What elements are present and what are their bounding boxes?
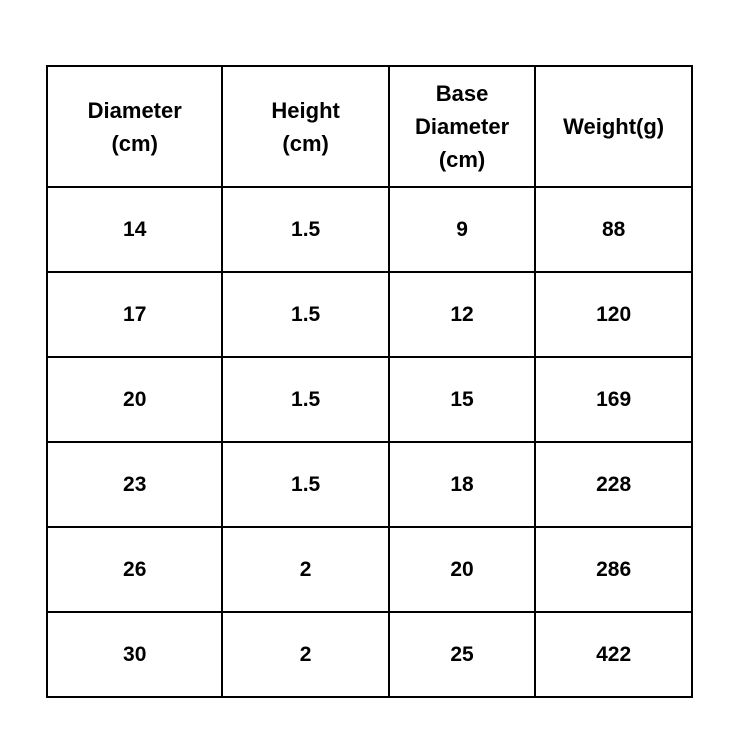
column-header-line: Diameter xyxy=(87,97,182,123)
table-cell: 12 xyxy=(387,271,537,358)
table-cell: 169 xyxy=(534,356,693,443)
table-row: 17 1.5 12 120 xyxy=(45,271,693,358)
table-cell: 20 xyxy=(387,526,537,613)
table-cell: 2 xyxy=(221,526,390,613)
table-cell: 422 xyxy=(534,611,693,698)
table-cell: 228 xyxy=(534,441,693,528)
table-cell: 15 xyxy=(387,356,537,443)
header-row: Diameter (cm) Height (cm) Base Diameter (cm) We… xyxy=(45,65,693,188)
column-header-line: Diameter xyxy=(414,114,510,139)
table-cell: 18 xyxy=(387,441,537,528)
table-cell: 14 xyxy=(45,186,224,273)
table-row: 30 2 25 422 xyxy=(45,611,693,698)
table-cell: 286 xyxy=(534,526,693,613)
table-cell: 20 xyxy=(45,356,224,443)
table-cell: 30 xyxy=(45,611,224,698)
table-cell: 26 xyxy=(45,526,224,613)
column-header: Weight(g) xyxy=(534,65,693,188)
table-cell: 2 xyxy=(221,611,390,698)
column-header: Diameter (cm) xyxy=(45,65,224,188)
spec-table-header: Diameter (cm) Height (cm) Base Diameter (cm) We… xyxy=(45,65,693,188)
column-header-line: Base xyxy=(435,81,489,106)
table-cell: 9 xyxy=(387,186,537,273)
spec-table: Diameter (cm) Height (cm) Base Diameter (cm) We… xyxy=(45,65,693,698)
column-header-line: Height xyxy=(271,97,340,123)
table-row: 20 1.5 15 169 xyxy=(45,356,693,443)
table-cell: 88 xyxy=(534,186,693,273)
table-cell: 25 xyxy=(387,611,537,698)
spec-table-body: 14 1.5 9 88 17 1.5 12 120 20 1.5 15 169 23 1.5 18 228 26… xyxy=(45,186,693,698)
column-header: Height (cm) xyxy=(221,65,390,188)
table-cell: 120 xyxy=(534,271,693,358)
column-header-line: (cm) xyxy=(438,147,486,172)
column-header-line: (cm) xyxy=(111,130,158,156)
column-header: Base Diameter (cm) xyxy=(387,65,537,188)
table-cell: 1.5 xyxy=(221,441,390,528)
table-cell: 1.5 xyxy=(221,186,390,273)
column-header-line: (cm) xyxy=(282,130,329,156)
table-row: 26 2 20 286 xyxy=(45,526,693,613)
table-cell: 23 xyxy=(45,441,224,528)
column-header-line: Weight(g) xyxy=(563,114,665,139)
table-cell: 1.5 xyxy=(221,271,390,358)
table-row: 23 1.5 18 228 xyxy=(45,441,693,528)
table-cell: 17 xyxy=(45,271,224,358)
table-row: 14 1.5 9 88 xyxy=(45,186,693,273)
table-cell: 1.5 xyxy=(221,356,390,443)
